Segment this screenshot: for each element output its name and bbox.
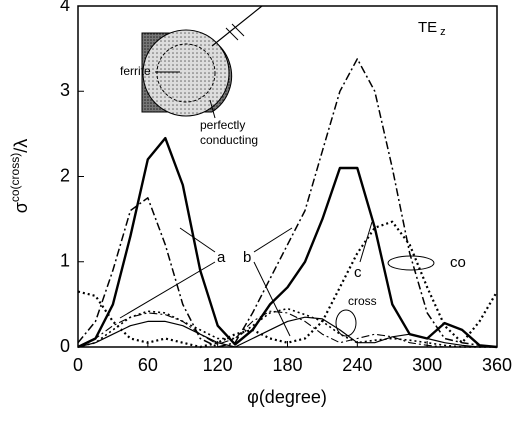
mode-label-base: TE bbox=[418, 19, 437, 36]
annotation: cross bbox=[348, 294, 377, 308]
y-label-tail: /λ bbox=[11, 139, 31, 153]
y-tick-label: 4 bbox=[60, 0, 70, 15]
x-tick-label: 300 bbox=[412, 355, 442, 375]
y-tick-label: 3 bbox=[60, 80, 70, 100]
y-tick-label: 1 bbox=[60, 251, 70, 271]
annotation: co bbox=[450, 254, 466, 271]
x-tick-label: 0 bbox=[73, 355, 83, 375]
y-label-sup: co(cross) bbox=[8, 153, 22, 202]
annotation: conducting bbox=[200, 133, 258, 147]
inset bbox=[141, 5, 263, 119]
y-tick-label: 2 bbox=[60, 165, 70, 185]
annotation: a bbox=[217, 249, 226, 266]
series-line bbox=[77, 220, 498, 349]
x-axis-label: φ(degree) bbox=[247, 387, 327, 407]
series-line bbox=[77, 58, 498, 348]
annotation: c bbox=[354, 264, 362, 281]
y-label-base: σ bbox=[11, 202, 31, 213]
y-axis-label: σco(cross)/λ bbox=[8, 139, 31, 213]
x-tick-label: 120 bbox=[203, 355, 233, 375]
annotation: b bbox=[243, 249, 251, 266]
x-tick-label: 360 bbox=[482, 355, 512, 375]
annotation: perfectly bbox=[200, 118, 245, 132]
annotation-arrows bbox=[119, 221, 435, 337]
series-line bbox=[77, 136, 498, 349]
mode-label: TE z bbox=[418, 19, 446, 38]
y-tick-label: 0 bbox=[60, 336, 70, 356]
x-tick-label: 60 bbox=[138, 355, 158, 375]
x-tick-label: 240 bbox=[342, 355, 372, 375]
plot-frame bbox=[77, 5, 498, 348]
x-tick-label: 180 bbox=[272, 355, 302, 375]
mode-label-sub: z bbox=[440, 26, 446, 38]
series-line bbox=[77, 316, 497, 348]
annotation: ferrite bbox=[120, 64, 151, 78]
series-line bbox=[77, 310, 497, 348]
